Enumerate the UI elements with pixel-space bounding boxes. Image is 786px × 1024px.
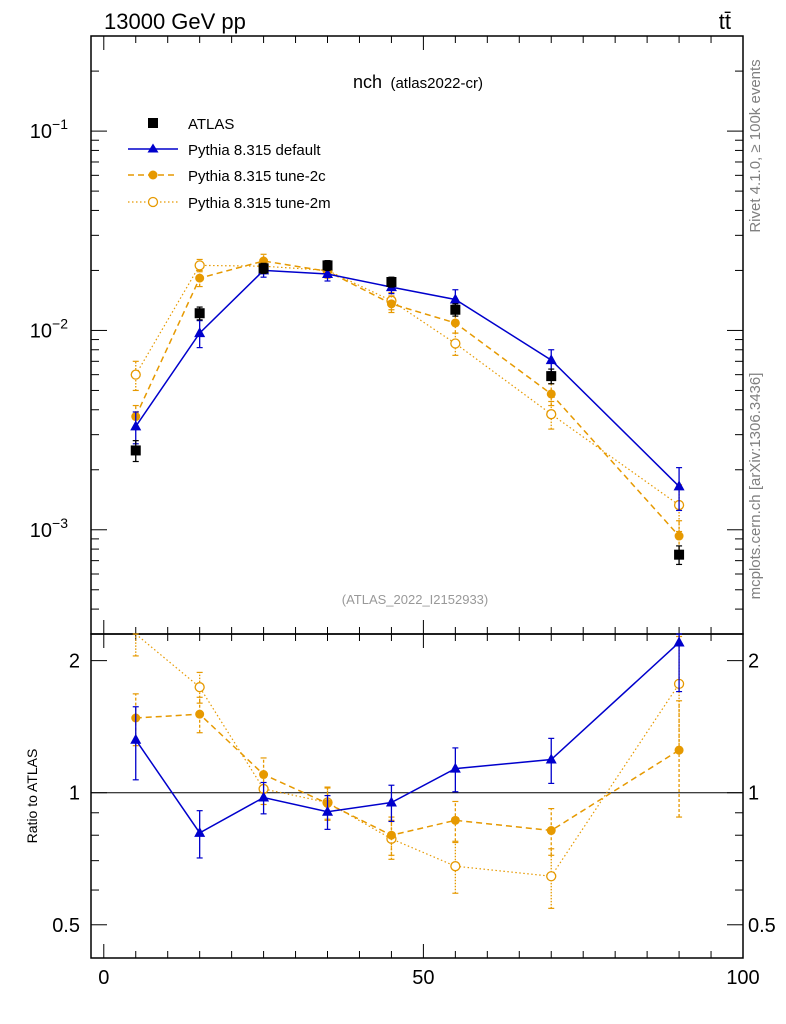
data-point-circle xyxy=(546,826,556,836)
data-point-circle xyxy=(386,299,396,309)
data-point-open-circle xyxy=(450,338,461,349)
data-point-triangle xyxy=(673,636,685,647)
data-point-triangle xyxy=(130,733,142,744)
data-point-open-circle xyxy=(546,409,557,420)
x-tick-label: 0 xyxy=(98,967,109,989)
axes-ticks: 0 50 100 10−3 10−2 10−1 0.5 0.5 1 1 2 2 xyxy=(30,36,776,989)
legend-label-tune2m: Pythia 8.315 tune-2m xyxy=(188,195,331,212)
main-plot-title: nch (atlas2022-cr) xyxy=(353,72,483,92)
series-line xyxy=(135,269,680,487)
rivet-label: Rivet 4.1.0, ≥ 100k events xyxy=(747,59,764,232)
data-point-triangle xyxy=(194,826,206,837)
data-point-circle xyxy=(546,389,556,399)
data-point-square xyxy=(450,304,461,315)
series-line xyxy=(135,633,680,877)
data-point-square xyxy=(194,308,205,319)
series-line xyxy=(135,264,680,506)
series-line xyxy=(135,713,680,837)
plot-subtitle: (atlas2022-cr) xyxy=(390,75,483,92)
tick-exponent: −3 xyxy=(52,515,68,531)
legend-triangle-marker xyxy=(147,143,159,153)
series-line xyxy=(135,641,680,834)
data-point-square xyxy=(386,276,397,287)
data-point-triangle xyxy=(385,796,397,807)
ratio-panel-frame xyxy=(90,633,744,959)
data-point-square xyxy=(546,371,557,382)
legend-label-default: Pythia 8.315 default xyxy=(188,142,321,159)
series-pythia-8-315-tune-2c xyxy=(131,693,684,856)
ratio-y-tick-label: 2 xyxy=(69,651,80,673)
series-pythia-8-315-tune-2m xyxy=(130,258,685,533)
data-point-circle xyxy=(386,830,396,840)
series-pythia-8-315-tune-2c xyxy=(131,253,684,556)
data-point-triangle xyxy=(673,480,685,491)
legend: ATLAS Pythia 8.315 default Pythia 8.315 … xyxy=(128,116,331,212)
data-point-triangle xyxy=(322,805,334,816)
data-point-circle xyxy=(450,815,460,825)
ratio-y-tick-label-right: 1 xyxy=(748,783,759,805)
data-point-triangle xyxy=(545,753,557,764)
tick-exponent: −2 xyxy=(52,315,68,331)
main-y-tick-label: 10−3 xyxy=(30,515,68,542)
data-point-open-circle xyxy=(546,871,557,882)
data-point-square xyxy=(130,445,141,456)
data-point-circle xyxy=(259,770,269,780)
ratio-ylabel: Ratio to ATLAS xyxy=(24,749,40,844)
main-y-tick-label: 10−2 xyxy=(30,315,68,342)
series-line xyxy=(135,260,680,537)
legend-square-marker xyxy=(148,118,158,128)
main-y-tick-label: 10−1 xyxy=(30,116,68,143)
ratio-y-tick-label: 1 xyxy=(69,783,80,805)
main-series xyxy=(130,253,685,566)
data-point-square xyxy=(674,549,685,560)
ratio-y-tick-label-right: 2 xyxy=(748,651,759,673)
data-point-circle xyxy=(674,745,684,755)
data-point-circle xyxy=(450,318,460,328)
ratio-series xyxy=(130,633,685,909)
energy-label: 13000 GeV pp xyxy=(104,9,246,34)
series-pythia-8-315-default xyxy=(130,263,685,512)
x-tick-label: 50 xyxy=(412,967,434,989)
legend-label-tune2c: Pythia 8.315 tune-2c xyxy=(188,168,326,185)
legend-label-atlas: ATLAS xyxy=(188,116,234,133)
data-point-triangle xyxy=(545,354,557,365)
legend-entry-atlas: ATLAS xyxy=(148,116,234,133)
plot-title: nch xyxy=(353,72,382,92)
data-point-triangle xyxy=(449,762,461,773)
data-point-triangle xyxy=(449,293,461,304)
data-point-square xyxy=(322,260,333,271)
data-point-open-circle xyxy=(194,682,205,693)
data-point-circle xyxy=(674,531,684,541)
data-point-open-circle xyxy=(450,861,461,872)
series-pythia-8-315-default xyxy=(130,633,685,859)
tick-exponent: −1 xyxy=(52,116,68,132)
series-pythia-8-315-tune-2m xyxy=(132,633,685,909)
source-label: mcplots.cern.ch [arXiv:1306.3436] xyxy=(747,373,764,600)
legend-entry-default: Pythia 8.315 default xyxy=(128,142,321,159)
legend-entry-tune2m: Pythia 8.315 tune-2m xyxy=(128,195,331,212)
legend-circle-marker xyxy=(148,170,158,180)
data-point-circle xyxy=(195,709,205,719)
data-point-triangle xyxy=(130,420,142,431)
x-tick-label: 100 xyxy=(726,967,759,989)
data-point-open-circle xyxy=(194,260,205,271)
data-point-circle xyxy=(195,273,205,283)
data-point-open-circle xyxy=(130,369,141,380)
analysis-watermark: (ATLAS_2022_I2152933) xyxy=(342,592,488,607)
data-point-triangle xyxy=(194,327,206,338)
ratio-y-tick-label: 0.5 xyxy=(52,915,80,937)
data-point-triangle xyxy=(322,267,334,278)
process-label: tt̄ xyxy=(719,9,731,34)
legend-entry-tune2c: Pythia 8.315 tune-2c xyxy=(128,168,326,185)
data-point-square xyxy=(258,263,269,274)
legend-open-circle-marker xyxy=(147,196,159,208)
ratio-y-tick-label-right: 0.5 xyxy=(748,915,776,937)
data-point-triangle xyxy=(258,791,270,802)
series-atlas xyxy=(130,260,685,566)
